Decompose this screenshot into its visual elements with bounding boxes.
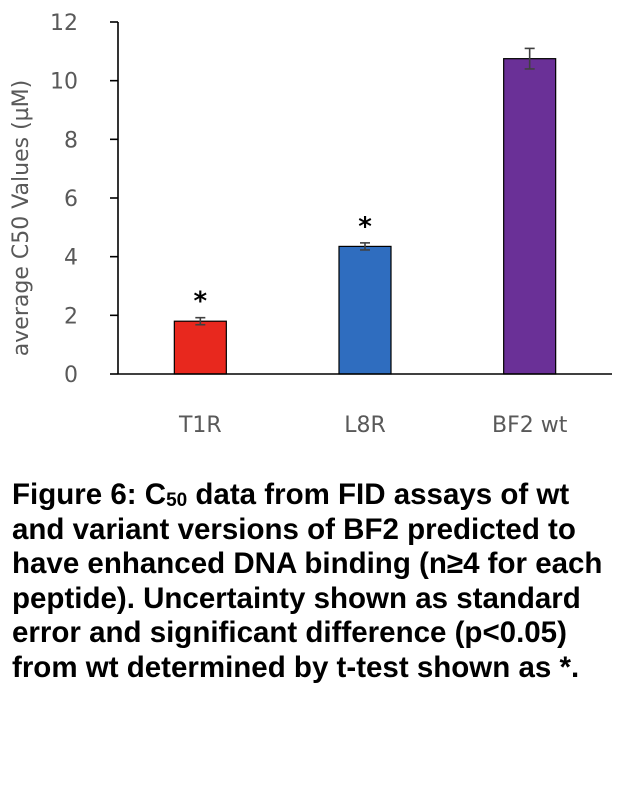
y-tick-label: 4 [64, 246, 78, 271]
y-tick-label: 6 [64, 187, 78, 212]
y-axis-ticks: 0 2 4 6 8 10 12 [50, 11, 118, 388]
y-tick-label: 8 [64, 128, 78, 153]
significance-asterisk: * [194, 287, 208, 317]
x-category-label: T1R [178, 413, 222, 438]
x-category-label: BF2 wt [492, 413, 568, 438]
caption-text: data from FID assays of wt and variant v… [12, 478, 603, 684]
caption-prefix: Figure 6: C [12, 478, 167, 511]
error-bar [195, 316, 206, 326]
y-tick-label: 0 [64, 363, 78, 388]
y-axis-label: average C50 Values (µM) [9, 80, 34, 356]
bars [173, 58, 557, 375]
error-bar [360, 242, 370, 251]
figure-caption: Figure 6: C50 data from FID assays of wt… [12, 478, 608, 685]
y-tick-label: 12 [50, 11, 78, 36]
y-tick-label: 10 [50, 70, 78, 95]
significance-markers: ** [194, 212, 373, 317]
bar-bf2-wt [503, 58, 557, 375]
caption-subscript: 50 [166, 490, 188, 511]
category-labels: T1R L8R BF2 wt [178, 413, 568, 438]
error-bars [195, 47, 535, 326]
bar-l8r [338, 245, 392, 375]
x-category-label: L8R [344, 413, 386, 438]
error-bar [524, 47, 535, 70]
bar-t1r [173, 320, 227, 375]
significance-asterisk: * [358, 212, 372, 242]
y-tick-label: 2 [64, 304, 78, 329]
